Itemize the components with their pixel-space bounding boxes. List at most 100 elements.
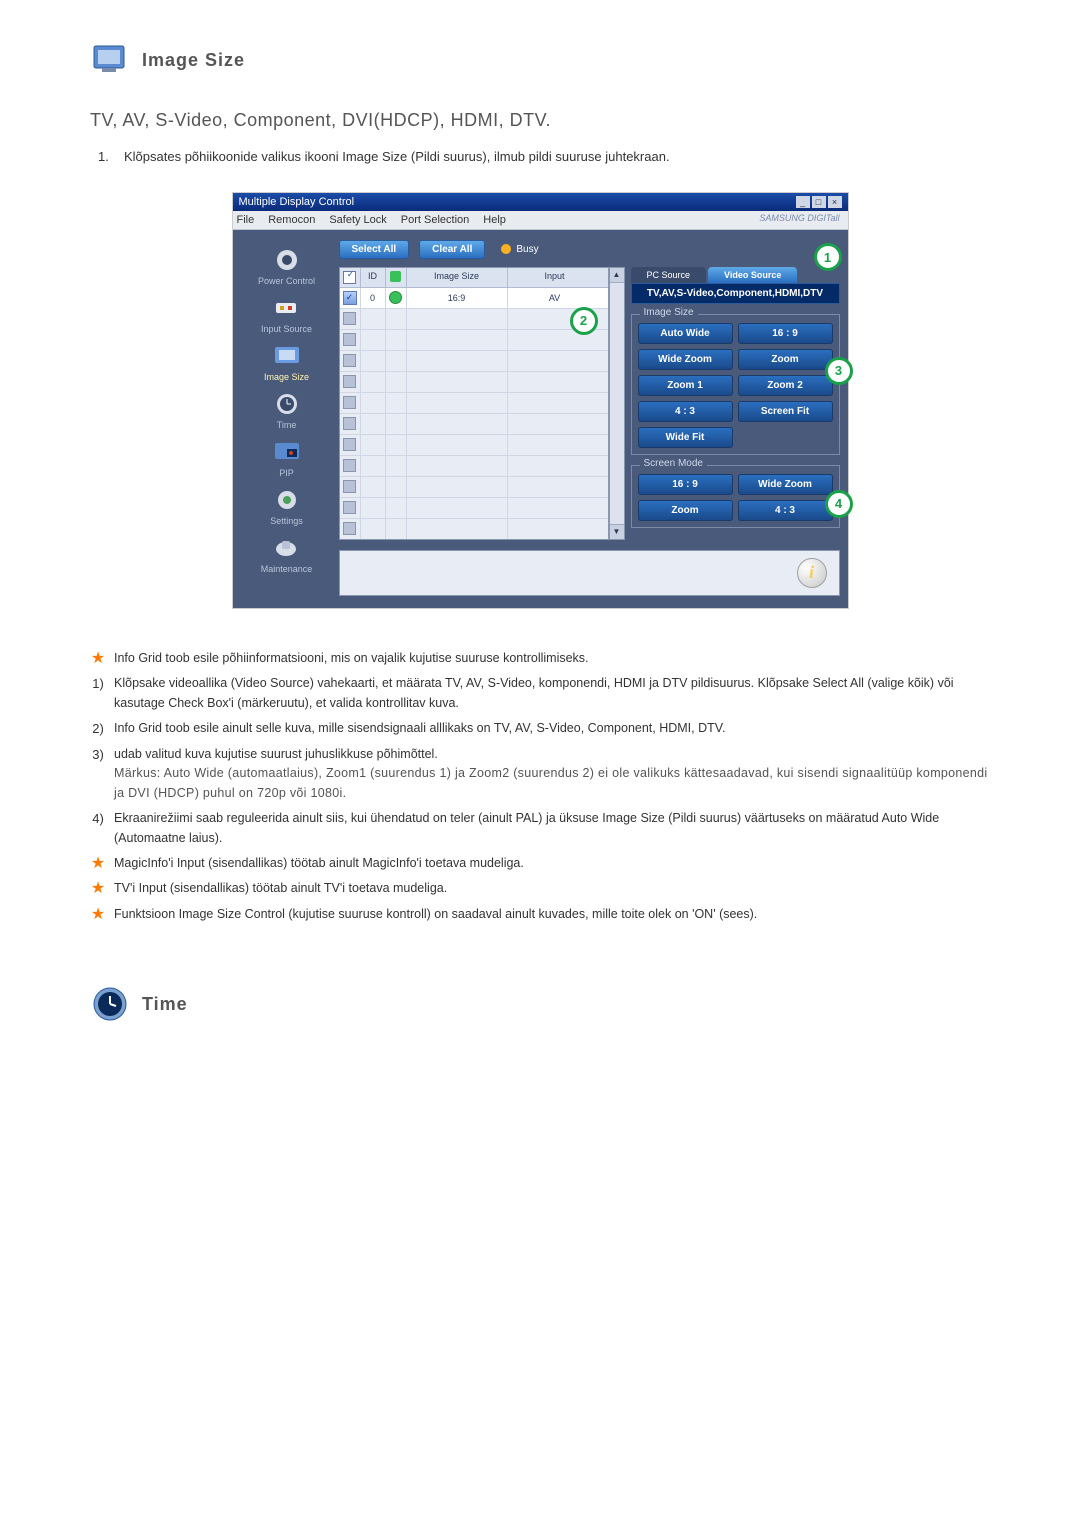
grid-header: ID Image Size Input (340, 268, 608, 288)
table-row[interactable] (340, 351, 608, 372)
note-text: MagicInfo'i Input (sisendallikas) töötab… (114, 854, 990, 873)
sidebar-label: PIP (279, 468, 294, 478)
tab-video-source[interactable]: Video Source (708, 267, 797, 283)
badge-4: 4 (825, 490, 853, 518)
wide-zoom-button[interactable]: Wide Zoom (638, 349, 733, 370)
sidebar-item-time[interactable]: Time (269, 390, 305, 430)
table-row[interactable] (340, 393, 608, 414)
sidebar-item-maintenance[interactable]: Maintenance (261, 534, 313, 574)
menu-file[interactable]: File (237, 214, 255, 226)
table-row[interactable] (340, 372, 608, 393)
clear-all-button[interactable]: Clear All (419, 240, 485, 259)
4-3-button[interactable]: 4 : 3 (638, 401, 733, 422)
note-text: udab valitud kuva kujutise suurust juhus… (114, 745, 990, 803)
menu-help[interactable]: Help (483, 214, 506, 226)
window-buttons: _ □ × (796, 196, 842, 208)
maintenance-icon (268, 534, 304, 562)
table-row[interactable] (340, 435, 608, 456)
zoom-button[interactable]: Zoom (738, 349, 833, 370)
sidebar-label: Time (277, 420, 297, 430)
table-row[interactable] (340, 477, 608, 498)
row-checkbox[interactable] (343, 522, 356, 535)
16-9-button[interactable]: 16 : 9 (738, 323, 833, 344)
grid-area: ID Image Size Input 0 16:9 AV 2 (339, 267, 840, 540)
row-checkbox[interactable] (343, 480, 356, 493)
section-header-time: Time (90, 984, 990, 1024)
note-num: 4) (90, 809, 106, 829)
row-checkbox[interactable] (343, 396, 356, 409)
row-checkbox[interactable] (343, 417, 356, 430)
table-row[interactable] (340, 519, 608, 539)
note-text: Ekraanirežiimi saab reguleerida ainult s… (114, 809, 990, 848)
info-icon: i (797, 558, 827, 588)
col-status[interactable] (386, 268, 407, 287)
time-icon (269, 390, 305, 418)
note-text-a: udab valitud kuva kujutise suurust juhus… (114, 747, 438, 761)
sidebar-item-settings[interactable]: Settings (269, 486, 305, 526)
col-check[interactable] (340, 268, 361, 287)
sidebar-item-input[interactable]: Input Source (261, 294, 312, 334)
row-checkbox[interactable] (343, 459, 356, 472)
settings-icon (269, 486, 305, 514)
busy-dot-icon (501, 244, 511, 254)
row-checkbox[interactable] (343, 333, 356, 346)
table-row[interactable]: 0 16:9 AV (340, 288, 608, 309)
sm-zoom-button[interactable]: Zoom (638, 500, 733, 521)
sidebar-item-image-size[interactable]: Image Size (264, 342, 309, 382)
sm-4-3-button[interactable]: 4 : 3 (738, 500, 833, 521)
tab-pc-source[interactable]: PC Source (631, 267, 707, 283)
sidebar-label: Image Size (264, 372, 309, 382)
pip-icon (269, 438, 305, 466)
col-image-size[interactable]: Image Size (407, 268, 508, 287)
scroll-up-icon[interactable]: ▲ (610, 268, 624, 283)
intro-text: Klõpsates põhiikoonide valikus ikooni Im… (124, 147, 670, 168)
table-row[interactable]: 2 (340, 309, 608, 330)
menu-safety-lock[interactable]: Safety Lock (329, 214, 386, 226)
badge-3: 3 (825, 357, 853, 385)
menu-remocon[interactable]: Remocon (268, 214, 315, 226)
col-input[interactable]: Input (508, 268, 602, 287)
star-icon: ★ (90, 905, 106, 924)
grid-scrollbar[interactable]: ▲ ▼ (609, 267, 625, 540)
notes-list: ★ Info Grid toob esile põhiinformatsioon… (90, 649, 990, 924)
row-checkbox[interactable] (343, 375, 356, 388)
sidebar-item-power[interactable]: Power Control (258, 246, 315, 286)
row-checkbox[interactable] (343, 354, 356, 367)
sidebar-item-pip[interactable]: PIP (269, 438, 305, 478)
wide-fit-button[interactable]: Wide Fit (638, 427, 733, 448)
sidebar-label: Maintenance (261, 564, 313, 574)
scroll-track[interactable] (610, 283, 624, 524)
zoom2-button[interactable]: Zoom 2 (738, 375, 833, 396)
table-row[interactable] (340, 414, 608, 435)
star-icon: ★ (90, 649, 106, 668)
menu-port-selection[interactable]: Port Selection (401, 214, 469, 226)
section-header-image-size: Image Size (90, 40, 990, 80)
sm-16-9-button[interactable]: 16 : 9 (638, 474, 733, 495)
row-checkbox[interactable] (343, 501, 356, 514)
cell-id: 0 (361, 288, 386, 308)
auto-wide-button[interactable]: Auto Wide (638, 323, 733, 344)
scroll-down-icon[interactable]: ▼ (610, 524, 624, 539)
note-num: 2) (90, 719, 106, 739)
source-banner: TV,AV,S-Video,Component,HDMI,DTV (631, 283, 840, 304)
power-icon (269, 246, 305, 274)
close-icon[interactable]: × (828, 196, 842, 208)
maximize-icon[interactable]: □ (812, 196, 826, 208)
minimize-icon[interactable]: _ (796, 196, 810, 208)
sm-wide-zoom-button[interactable]: Wide Zoom (738, 474, 833, 495)
row-checkbox[interactable] (343, 291, 357, 305)
row-checkbox[interactable] (343, 312, 356, 325)
section-subtitle: TV, AV, S-Video, Component, DVI(HDCP), H… (90, 110, 990, 131)
note-text: Funktsioon Image Size Control (kujutise … (114, 905, 990, 924)
screen-fit-button[interactable]: Screen Fit (738, 401, 833, 422)
image-size-nav-icon (269, 342, 305, 370)
zoom1-button[interactable]: Zoom 1 (638, 375, 733, 396)
table-row[interactable] (340, 330, 608, 351)
col-id[interactable]: ID (361, 268, 386, 287)
right-panel: PC Source Video Source TV,AV,S-Video,Com… (631, 267, 840, 528)
table-row[interactable] (340, 456, 608, 477)
row-checkbox[interactable] (343, 438, 356, 451)
group-label: Image Size (640, 307, 698, 318)
table-row[interactable] (340, 498, 608, 519)
select-all-button[interactable]: Select All (339, 240, 410, 259)
